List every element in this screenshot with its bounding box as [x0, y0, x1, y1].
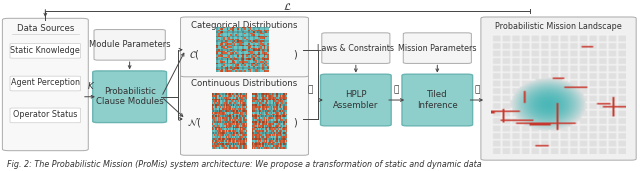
Text: Fig. 2: The Probabilistic Mission (ProMis) system architecture: We propose a tra: Fig. 2: The Probabilistic Mission (ProMi… [8, 160, 482, 169]
Text: Module Parameters: Module Parameters [89, 40, 170, 49]
FancyBboxPatch shape [322, 33, 390, 63]
Text: $\mathcal{N}($: $\mathcal{N}($ [187, 116, 201, 129]
Text: 𝒫: 𝒫 [394, 86, 399, 95]
Text: Probabilistic
Clause Modules: Probabilistic Clause Modules [96, 87, 163, 107]
FancyBboxPatch shape [10, 76, 81, 91]
FancyBboxPatch shape [180, 75, 308, 155]
Text: Mission Parameters: Mission Parameters [398, 44, 477, 53]
Text: Static Knowledge: Static Knowledge [10, 46, 80, 55]
FancyBboxPatch shape [10, 108, 81, 123]
Text: Agent Perception: Agent Perception [11, 78, 80, 87]
Text: $)$: $)$ [292, 116, 298, 129]
Text: Operator Status: Operator Status [13, 110, 77, 119]
Text: Tiled
Inference: Tiled Inference [417, 90, 458, 110]
FancyBboxPatch shape [3, 18, 88, 151]
FancyBboxPatch shape [403, 33, 471, 63]
Text: Categorical Distributions: Categorical Distributions [191, 21, 298, 30]
FancyBboxPatch shape [94, 30, 165, 60]
Text: 𝒯: 𝒯 [474, 86, 479, 95]
Text: $)$: $)$ [292, 48, 298, 61]
Text: $\mathcal{C}($: $\mathcal{C}($ [189, 48, 199, 61]
FancyBboxPatch shape [481, 17, 636, 160]
Text: Continuous Distributions: Continuous Distributions [191, 79, 298, 88]
Text: Probabilistic Mission Landscape: Probabilistic Mission Landscape [495, 22, 622, 31]
FancyBboxPatch shape [402, 74, 472, 126]
Text: $\mathcal{L}$: $\mathcal{L}$ [283, 1, 292, 11]
FancyBboxPatch shape [180, 17, 308, 77]
Text: HPLP
Assembler: HPLP Assembler [333, 90, 378, 110]
Text: K: K [88, 82, 93, 91]
FancyBboxPatch shape [93, 71, 166, 123]
FancyBboxPatch shape [10, 43, 81, 58]
Text: 𝓟: 𝓟 [308, 86, 313, 95]
FancyBboxPatch shape [321, 74, 391, 126]
Text: Data Sources: Data Sources [17, 24, 74, 33]
Text: Laws & Constraints: Laws & Constraints [317, 44, 394, 53]
